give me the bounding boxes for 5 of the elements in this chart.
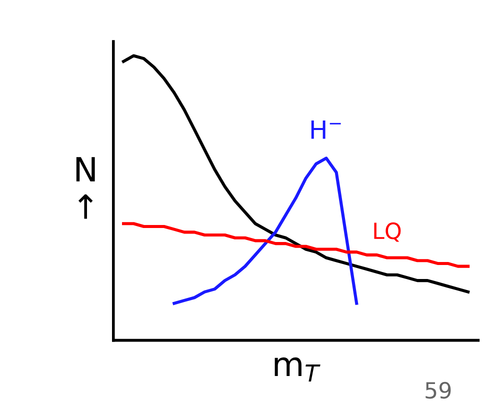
x-axis-title: m$_{T}$: [274, 357, 320, 382]
text: 59: [426, 382, 451, 399]
series-label: H$^{−}$: [311, 120, 341, 139]
y-axis-title: N ↑: [76, 157, 95, 219]
series-label: LQ: [374, 222, 401, 242]
